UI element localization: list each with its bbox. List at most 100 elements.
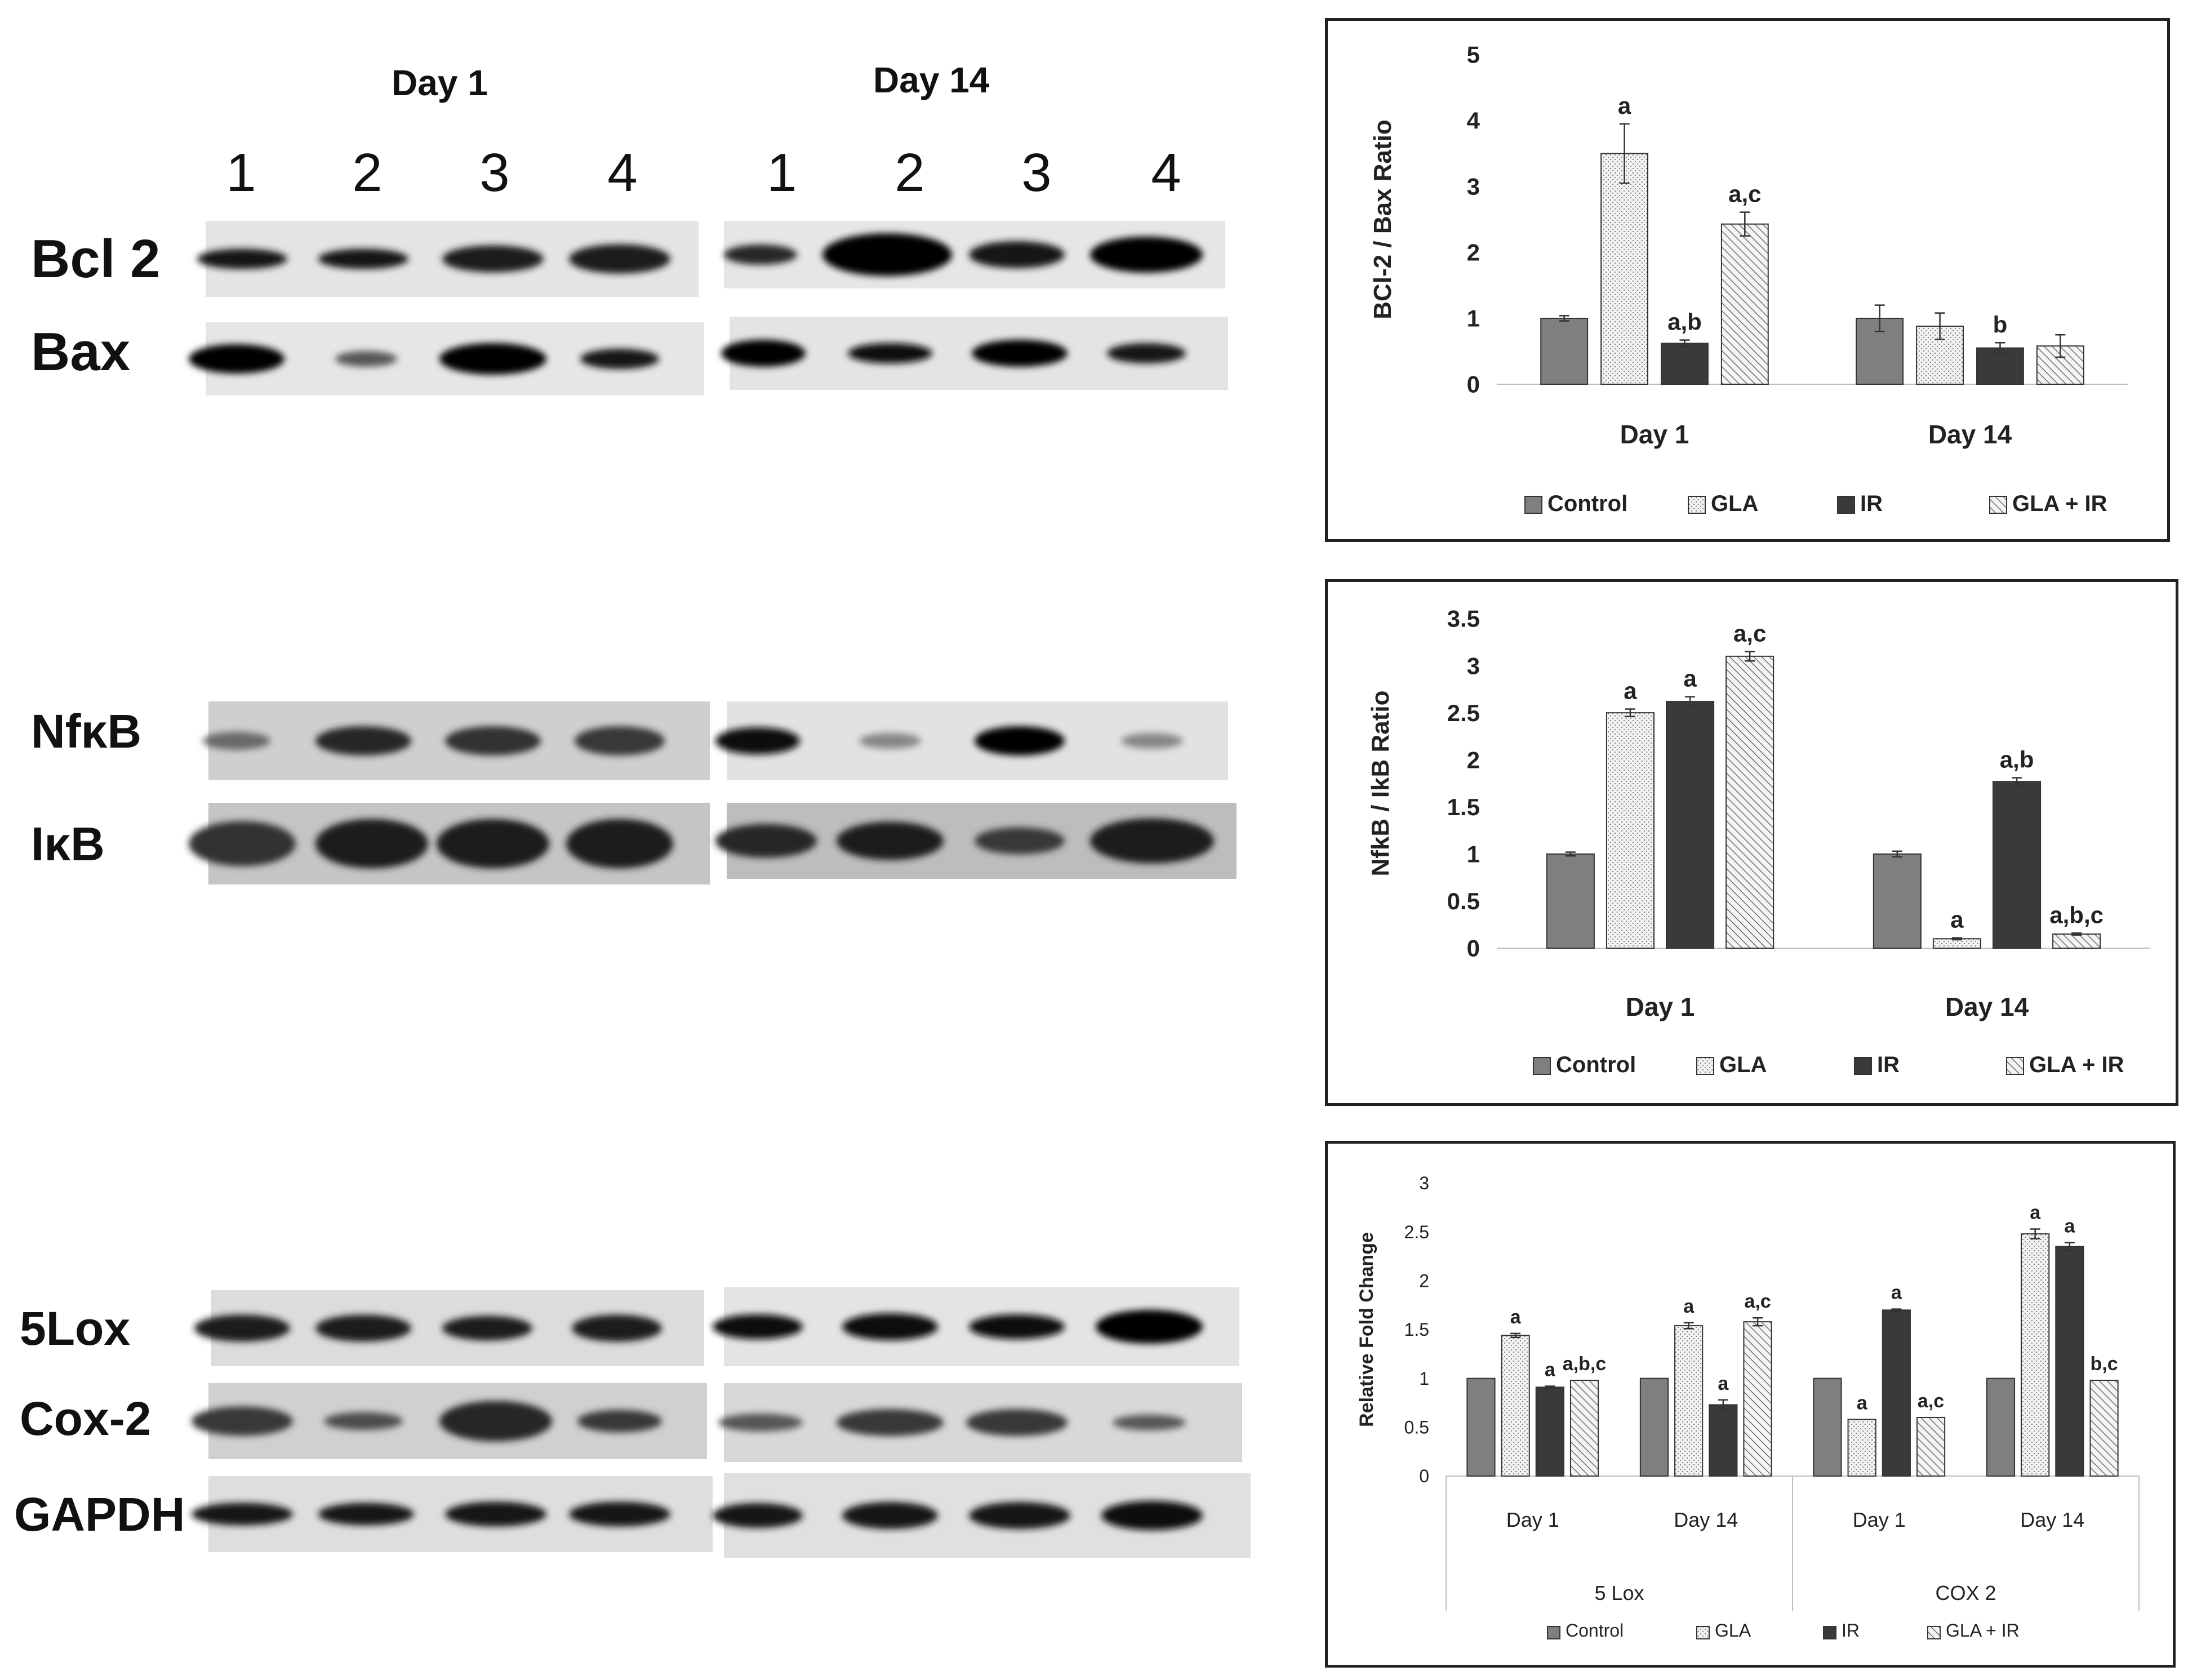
blot-strip-5lox (194, 1290, 704, 1366)
blot-strip-cox2 (718, 1383, 1242, 1462)
blot-band (445, 726, 541, 755)
bar-gla-ir (2089, 1380, 2119, 1477)
blot-band (715, 824, 817, 858)
bar-control (1873, 853, 1922, 949)
significance-label: a,c (1918, 1390, 1944, 1412)
y-axis-label: NfkB / IkB Ratio (1367, 690, 1394, 876)
bar-gla-ir (1916, 1417, 1946, 1477)
y-tick-label: 0.5 (1404, 1417, 1429, 1438)
lane-number: 2 (895, 143, 925, 203)
bar-gla (1847, 1419, 1876, 1477)
blot-band (192, 1503, 293, 1526)
legend-swatch (1688, 496, 1706, 514)
significance-label: a,c (1728, 181, 1761, 207)
blot-strip-bcl2 (724, 221, 1225, 288)
significance-label: a,c (1744, 1291, 1771, 1312)
bar-gla (1606, 712, 1655, 949)
blot-band (975, 827, 1065, 855)
y-tick-label: 1 (1467, 841, 1480, 868)
significance-label: a,b (1667, 309, 1702, 335)
legend-label: Control (1547, 491, 1627, 516)
y-tick-label: 2 (1467, 746, 1480, 773)
y-tick-label: 0.5 (1447, 888, 1480, 914)
blot-strip-5lox (713, 1287, 1239, 1366)
y-tick-label: 1.5 (1404, 1319, 1429, 1340)
bar-control (1466, 1377, 1496, 1477)
blot-label-cox2: Cox-2 (20, 1392, 152, 1445)
lane-number: 3 (1021, 143, 1052, 203)
group-label: COX 2 (1935, 1581, 1996, 1605)
significance-label: a (1718, 1373, 1729, 1394)
bar-control (1540, 318, 1589, 385)
y-tick-label: 3 (1419, 1173, 1429, 1193)
bar-ir (1666, 701, 1715, 949)
y-tick-label: 2 (1419, 1271, 1429, 1291)
legend-swatch (1696, 1057, 1714, 1075)
blot-band (713, 1314, 803, 1339)
bar-gla (1600, 153, 1648, 385)
significance-label: a (1545, 1359, 1556, 1381)
blot-strip-cox2 (192, 1383, 707, 1459)
blot-band (318, 1503, 414, 1526)
blot-band (194, 1314, 290, 1342)
bar-gla (1674, 1325, 1704, 1477)
legend-label: GLA (1719, 1052, 1767, 1077)
x-tick-label: Day 1 (1626, 992, 1695, 1021)
blot-band (969, 241, 1065, 268)
blot-strip-bax (721, 317, 1228, 390)
blot-strip-ikb (715, 803, 1237, 879)
blot-band (972, 340, 1068, 367)
blot-band (315, 819, 428, 869)
legend-label: GLA (1715, 1620, 1751, 1641)
y-axis-label: Relative Fold Change (1356, 1232, 1377, 1427)
bar-control (1986, 1377, 2016, 1477)
significance-label: a (1683, 1296, 1695, 1317)
bar-gla-ir (1720, 223, 1769, 385)
y-tick-label: 1 (1419, 1368, 1429, 1389)
blot-band (445, 1501, 546, 1527)
bar-ir (1882, 1309, 1911, 1477)
blot-label-gapdh: GAPDH (14, 1488, 185, 1541)
blot-band (203, 732, 270, 750)
legend-label: Control (1566, 1620, 1624, 1641)
legend-swatch (2006, 1057, 2024, 1075)
significance-label: a (1950, 906, 1964, 933)
significance-label: a (1683, 665, 1697, 692)
blot-band (575, 726, 665, 755)
x-tick-label: Day 1 (1620, 420, 1689, 449)
significance-label: a (2030, 1202, 2041, 1223)
bar-control (1546, 853, 1595, 949)
legend-label: IR (1842, 1620, 1860, 1641)
y-tick-label: 5 (1467, 42, 1480, 68)
y-tick-label: 2.5 (1447, 700, 1480, 726)
lane-number: 1 (226, 143, 256, 203)
chart-bcl2-bax: 0 1 2 3 4 5 BCl-2 / Bax Ratio a a,b a,c Day 1 b Day … (1369, 42, 2128, 516)
significance-label: a (1624, 677, 1637, 704)
blot-band (713, 1503, 803, 1528)
lane-number: 1 (767, 143, 797, 203)
blot-band (1121, 733, 1183, 749)
bar-gla (2021, 1233, 2050, 1477)
blot-band (715, 727, 800, 754)
day-14-title: Day 14 (873, 60, 990, 100)
bar-gla-ir (1743, 1321, 1772, 1477)
significance-label: b,c (2090, 1353, 2118, 1375)
bar-gla-ir (2052, 933, 2101, 949)
bar-ir (2055, 1246, 2084, 1477)
bar-control (1813, 1377, 1842, 1477)
blot-band (721, 340, 806, 367)
blot-band (837, 1409, 944, 1436)
blot-band (1090, 237, 1203, 273)
significance-label: a,b (2000, 746, 2034, 772)
y-axis-label: BCl-2 / Bax Ratio (1369, 119, 1397, 319)
blot-band (1096, 1310, 1203, 1344)
blot-strip-gapdh (713, 1473, 1251, 1558)
blot-band (439, 1401, 552, 1442)
blot-label-bax: Bax (31, 322, 131, 382)
significance-label: a,b,c (1563, 1353, 1606, 1375)
legend-swatch (1547, 1626, 1560, 1639)
blot-band (189, 821, 296, 866)
blot-band (335, 351, 397, 367)
blot-band (189, 344, 284, 374)
blot-strip-bcl2 (197, 221, 699, 297)
